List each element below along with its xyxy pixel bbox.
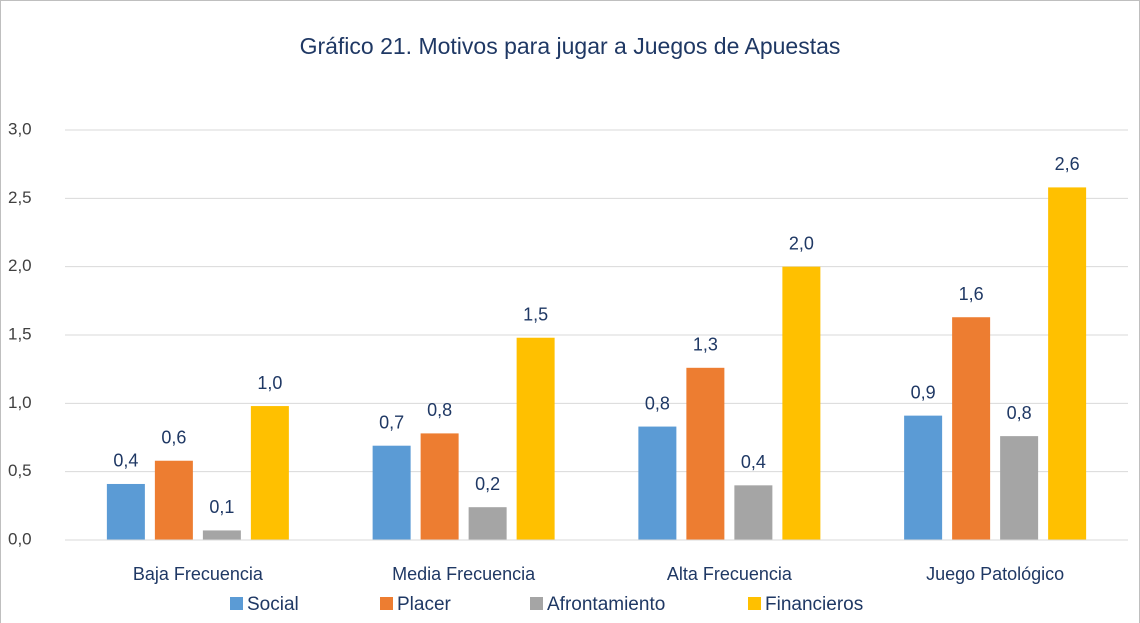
data-label: 0,6 — [161, 427, 186, 447]
legend-swatch — [380, 597, 393, 610]
data-label: 1,6 — [959, 284, 984, 304]
legend-swatch — [748, 597, 761, 610]
bar — [1048, 187, 1087, 540]
bar — [686, 367, 725, 540]
y-tick-label: 2,5 — [8, 188, 32, 207]
bar — [372, 445, 411, 540]
bar — [202, 530, 241, 540]
y-tick-label: 0,5 — [8, 461, 32, 480]
legend-swatch — [530, 597, 543, 610]
data-label: 0,4 — [741, 452, 766, 472]
bar — [638, 426, 677, 540]
legend-label: Financieros — [765, 594, 863, 615]
bar — [154, 460, 193, 540]
data-label: 1,5 — [523, 304, 548, 324]
data-label: 0,2 — [475, 474, 500, 494]
y-tick-label: 0,0 — [8, 529, 32, 548]
bar — [952, 317, 991, 540]
bar — [734, 485, 773, 540]
data-label: 0,7 — [379, 412, 404, 432]
bar — [468, 507, 507, 540]
bar — [1000, 436, 1039, 540]
y-tick-label: 3,0 — [8, 119, 32, 138]
data-label: 0,9 — [911, 382, 936, 402]
bar — [516, 337, 555, 540]
x-tick-label: Baja Frecuencia — [133, 564, 264, 584]
bar — [106, 483, 145, 540]
bar — [904, 415, 943, 540]
x-tick-label: Alta Frecuencia — [667, 564, 793, 584]
data-label: 0,8 — [645, 393, 670, 413]
data-label: 1,3 — [693, 335, 718, 355]
data-label: 0,4 — [113, 451, 138, 471]
y-tick-label: 2,0 — [8, 256, 32, 275]
data-label: 1,0 — [257, 373, 282, 393]
data-label: 0,8 — [1007, 403, 1032, 423]
y-tick-label: 1,0 — [8, 393, 32, 412]
x-tick-label: Juego Patológico — [926, 564, 1064, 584]
bar — [782, 266, 821, 540]
bar — [250, 406, 289, 540]
legend-swatch — [230, 597, 243, 610]
legend-label: Placer — [397, 594, 452, 615]
data-label: 2,0 — [789, 233, 814, 253]
y-tick-label: 1,5 — [8, 324, 32, 343]
data-label: 0,1 — [209, 497, 234, 517]
x-tick-label: Media Frecuencia — [392, 564, 536, 584]
data-label: 0,8 — [427, 400, 452, 420]
legend-label: Afrontamiento — [547, 594, 665, 615]
bar — [420, 433, 459, 540]
chart-title: Gráfico 21. Motivos para jugar a Juegos … — [300, 33, 841, 59]
legend-label: Social — [247, 594, 299, 615]
data-label: 2,6 — [1055, 154, 1080, 174]
